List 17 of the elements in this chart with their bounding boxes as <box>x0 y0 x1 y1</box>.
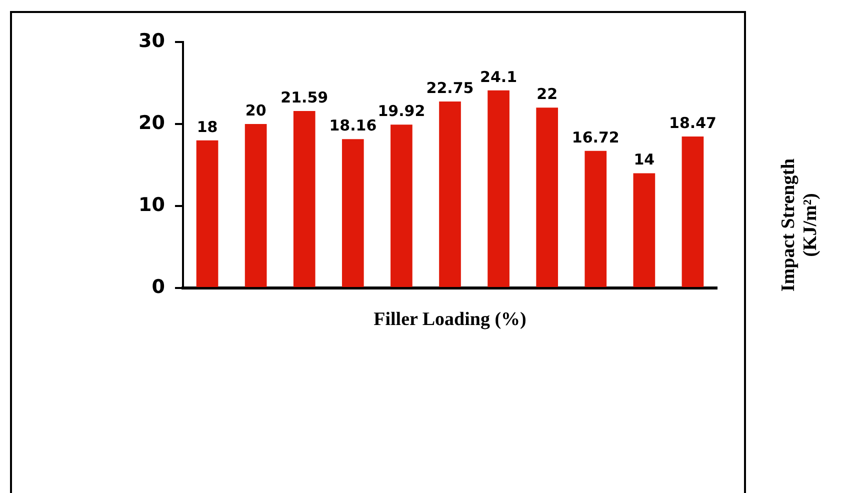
data-label: 21.59 <box>280 88 328 106</box>
y-tick-label: 10 <box>138 194 165 216</box>
data-label: 18 <box>196 118 218 136</box>
y-tick-label: 0 <box>152 276 165 298</box>
data-label: 20 <box>245 101 266 120</box>
data-label: 24.1 <box>480 68 518 86</box>
y-tick-label: 20 <box>138 112 165 134</box>
data-label: 14 <box>634 150 655 169</box>
data-label: 19.92 <box>378 102 426 120</box>
data-label: 18.16 <box>329 116 377 134</box>
data-label: 16.72 <box>572 128 620 146</box>
x-axis-title: Filler Loading (%) <box>374 308 526 330</box>
y-axis-title: Impact Strength (KJ/m²) <box>778 158 821 292</box>
data-label: 18.47 <box>669 114 716 132</box>
y-tick-label: 30 <box>138 30 165 52</box>
data-label: 22 <box>536 84 558 103</box>
data-label: 22.75 <box>426 78 474 97</box>
